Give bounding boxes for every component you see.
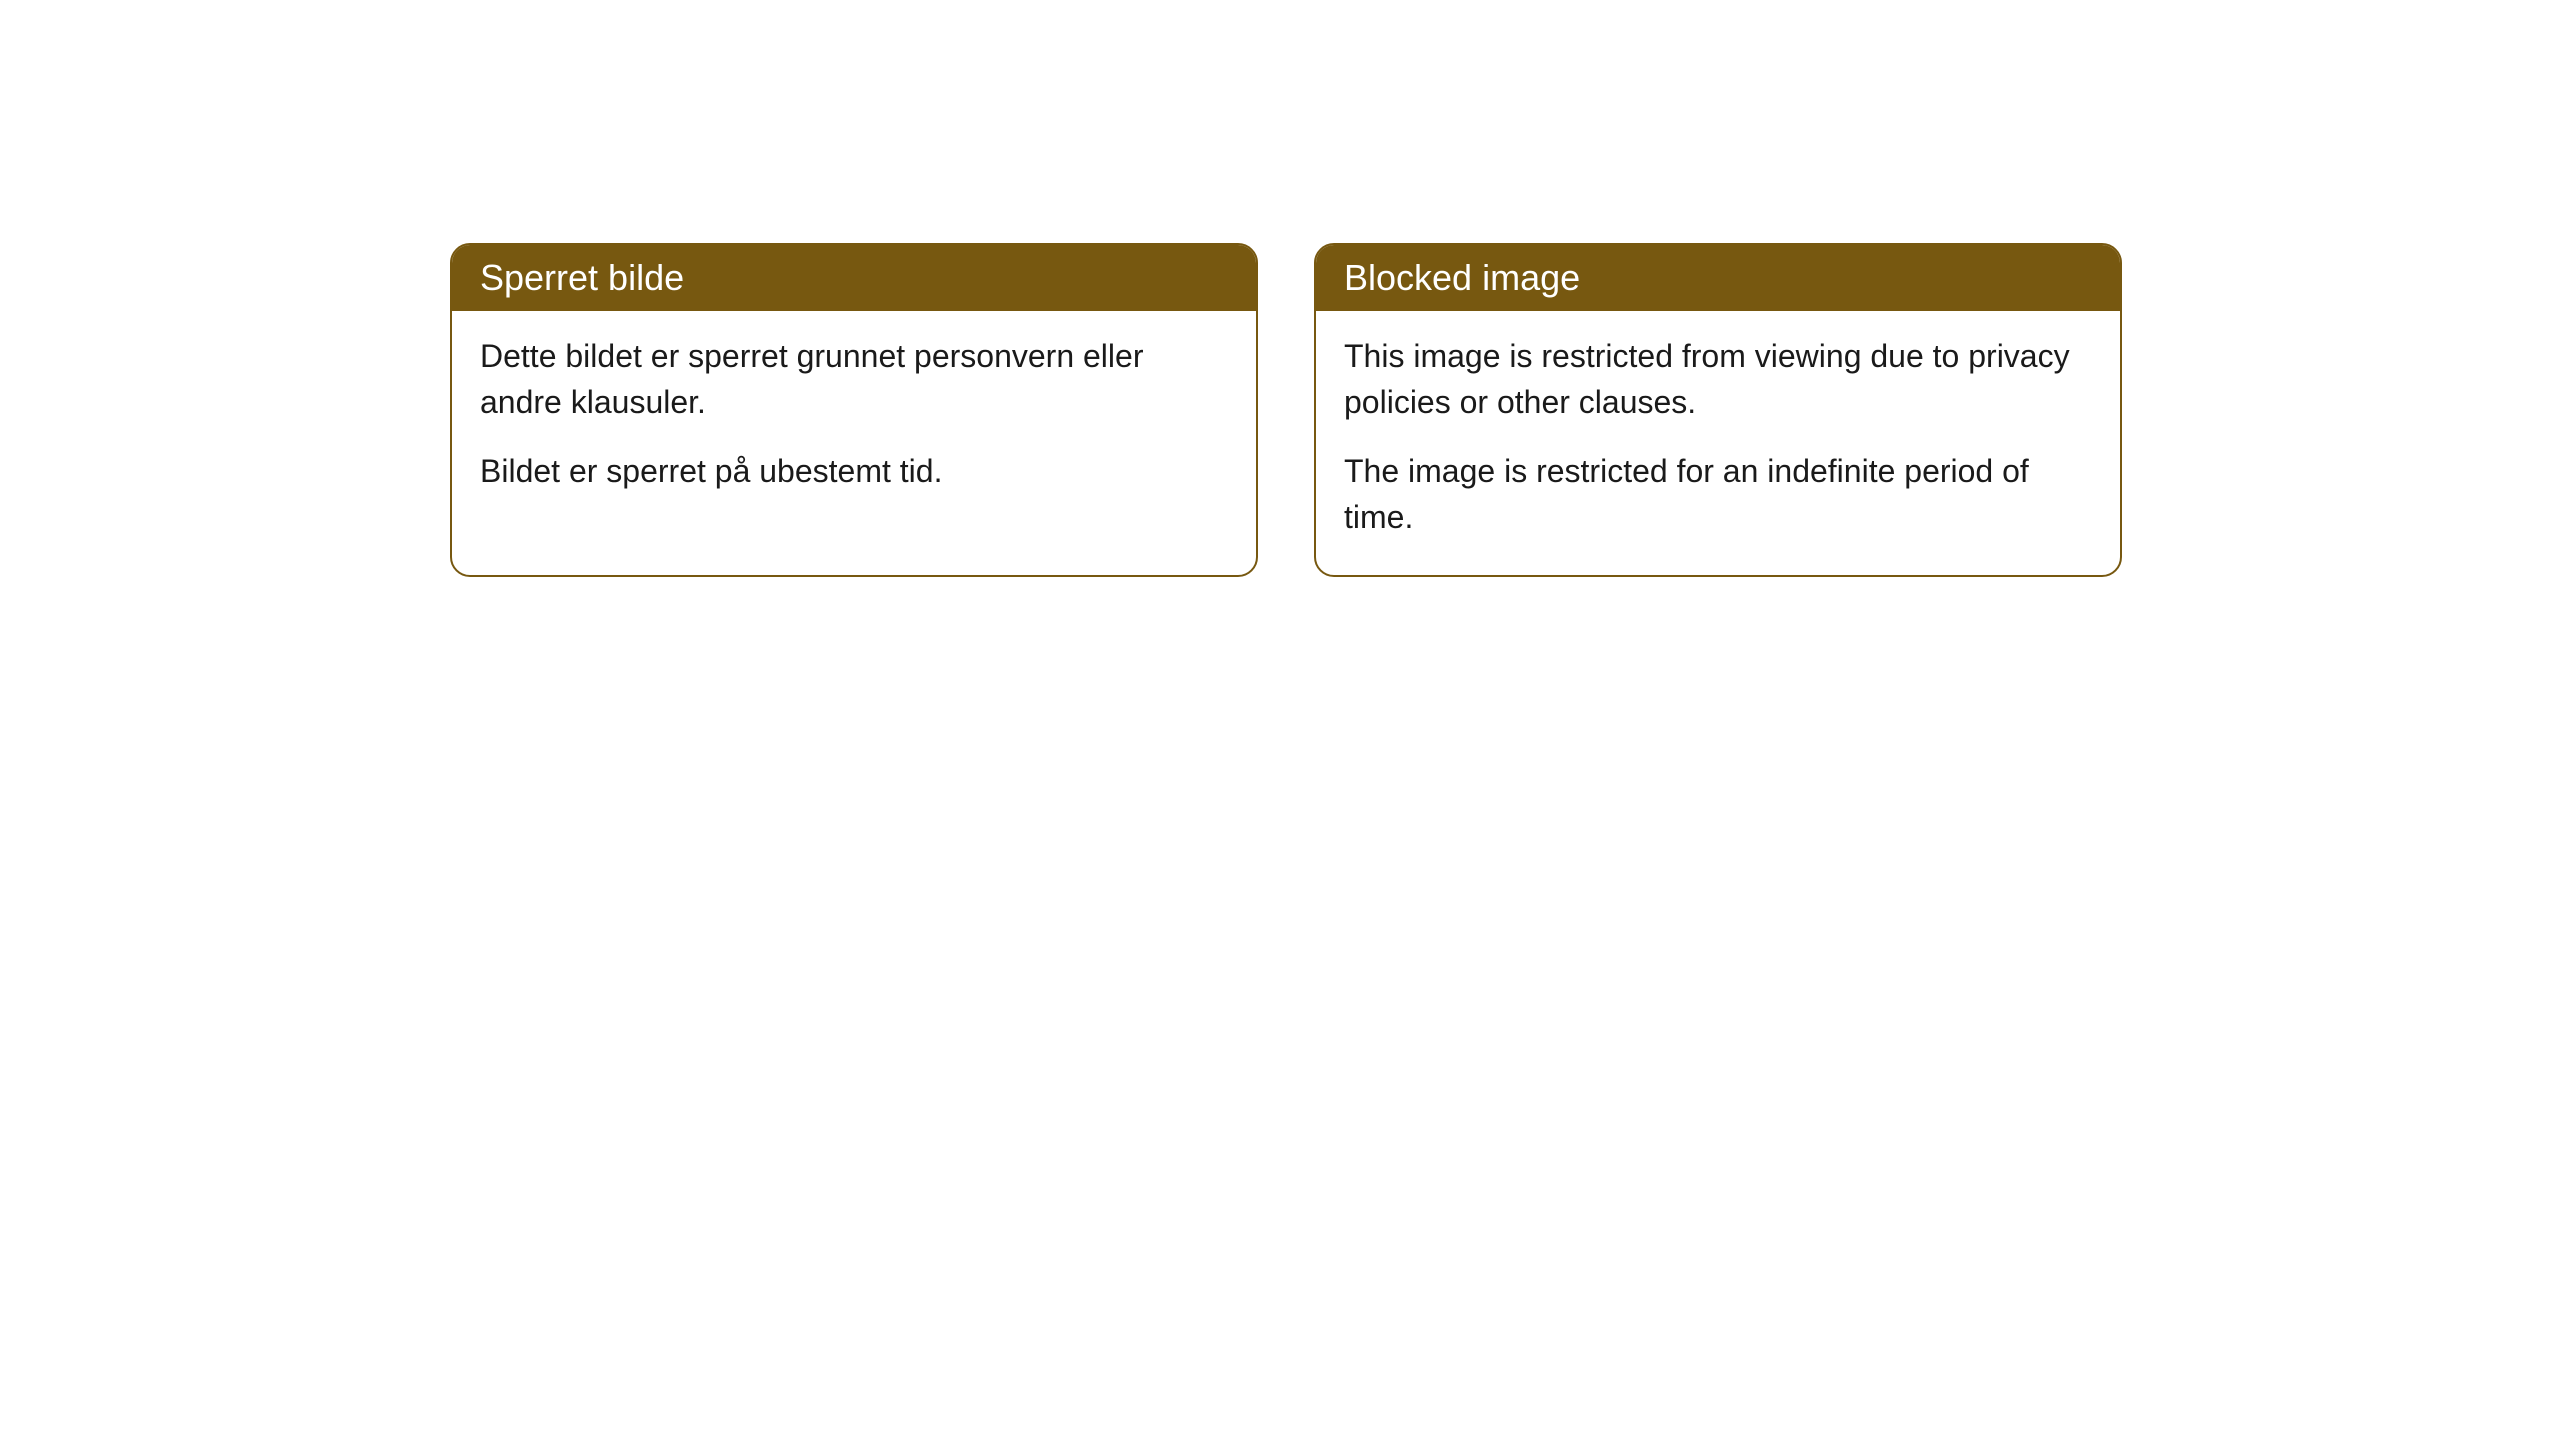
- card-title: Blocked image: [1344, 257, 1580, 298]
- card-paragraph: Bildet er sperret på ubestemt tid.: [480, 448, 1228, 494]
- card-paragraph: The image is restricted for an indefinit…: [1344, 448, 2092, 541]
- card-header: Blocked image: [1316, 245, 2120, 311]
- card-header: Sperret bilde: [452, 245, 1256, 311]
- card-paragraph: Dette bildet er sperret grunnet personve…: [480, 333, 1228, 426]
- card-paragraph: This image is restricted from viewing du…: [1344, 333, 2092, 426]
- blocked-image-card-no: Sperret bilde Dette bildet er sperret gr…: [450, 243, 1258, 577]
- card-body: This image is restricted from viewing du…: [1316, 311, 2120, 575]
- card-body: Dette bildet er sperret grunnet personve…: [452, 311, 1256, 528]
- blocked-image-card-en: Blocked image This image is restricted f…: [1314, 243, 2122, 577]
- card-title: Sperret bilde: [480, 257, 684, 298]
- cards-container: Sperret bilde Dette bildet er sperret gr…: [450, 243, 2122, 577]
